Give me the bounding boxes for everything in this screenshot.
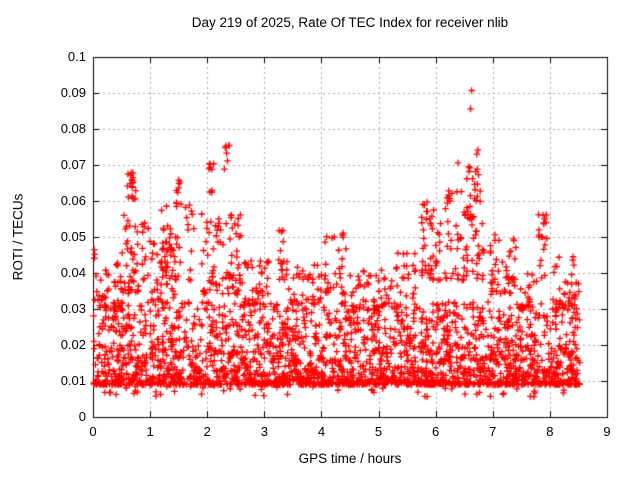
x-axis-label: GPS time / hours [298,451,402,466]
x-tick-label: 8 [546,424,554,439]
y-tick-label: 0.1 [67,49,86,64]
y-tick-label: 0.08 [60,121,86,136]
y-tick-label: 0.04 [60,265,86,280]
x-tick-label: 1 [146,424,154,439]
x-tick-label: 6 [432,424,440,439]
y-tick-label: 0.06 [60,193,86,208]
y-tick-label: 0.01 [60,373,86,388]
y-tick-label: 0.05 [60,229,86,244]
y-tick-label: 0.09 [60,85,86,100]
y-axis-label: ROTI / TECUs [10,193,26,281]
x-tick-label: 4 [317,424,326,439]
x-tick-label: 5 [374,424,383,439]
x-tick-label: 0 [89,424,97,439]
y-tick-label: 0.07 [60,157,86,172]
y-tick-label: 0.03 [60,301,86,316]
y-tick-label: 0.02 [60,337,86,352]
y-tick-label: 0 [78,409,86,424]
x-tick-label: 2 [203,424,211,439]
chart-title: Day 219 of 2025, Rate Of TEC Index for r… [191,15,509,30]
x-tick-label: 3 [260,424,268,439]
x-tick-label: 9 [603,424,611,439]
x-tick-label: 7 [489,424,497,439]
